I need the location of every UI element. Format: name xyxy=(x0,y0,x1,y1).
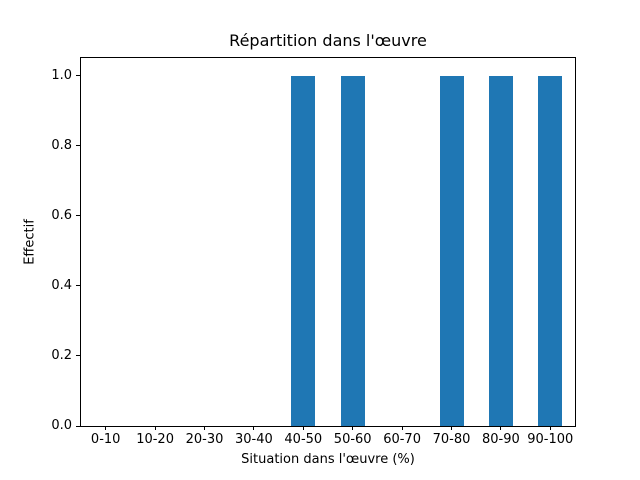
y-tick-label: 0.6 xyxy=(51,207,72,223)
x-tick-label: 60-70 xyxy=(383,432,421,447)
x-tick-label: 40-50 xyxy=(284,432,323,447)
x-tick-mark xyxy=(500,426,502,430)
x-tick-label: 30-40 xyxy=(235,432,273,447)
y-tick-mark xyxy=(76,145,80,147)
x-tick-mark xyxy=(253,426,255,430)
x-tick-mark xyxy=(302,426,304,430)
bar xyxy=(488,75,513,426)
bar xyxy=(291,75,316,426)
y-tick-label: 0.8 xyxy=(51,137,72,153)
y-tick-mark xyxy=(76,425,80,427)
y-tick-label: 0.2 xyxy=(51,347,72,363)
x-tick-mark xyxy=(401,426,403,430)
bar xyxy=(439,75,464,426)
x-axis-label: Situation dans l'œuvre (%) xyxy=(241,452,415,467)
y-tick-label: 0.0 xyxy=(51,418,72,433)
y-tick-mark xyxy=(76,215,80,217)
x-tick-label: 20-30 xyxy=(185,432,224,447)
x-tick-mark xyxy=(154,426,156,430)
x-tick-label: 10-20 xyxy=(136,432,174,447)
x-tick-label: 50-60 xyxy=(333,432,372,447)
plot-area xyxy=(80,57,576,427)
x-tick-mark xyxy=(451,426,452,430)
x-tick-mark xyxy=(105,426,107,430)
chart-title: Répartition dans l'œuvre xyxy=(229,31,427,50)
x-tick-label: 0-10 xyxy=(90,432,121,447)
x-tick-label: 90-100 xyxy=(527,432,574,447)
y-tick-mark xyxy=(76,285,80,287)
x-tick-label: 70-80 xyxy=(432,432,471,447)
y-tick-label: 1.0 xyxy=(51,67,72,83)
y-axis-label: Effectif xyxy=(22,219,38,265)
bar xyxy=(340,75,365,426)
x-tick-mark xyxy=(204,426,205,430)
y-tick-mark xyxy=(76,355,80,357)
y-tick-mark xyxy=(76,75,80,77)
bar xyxy=(538,75,563,426)
x-tick-mark xyxy=(352,426,354,430)
x-tick-label: 80-90 xyxy=(482,432,520,447)
y-tick-label: 0.4 xyxy=(51,277,72,293)
x-tick-mark xyxy=(549,426,551,430)
